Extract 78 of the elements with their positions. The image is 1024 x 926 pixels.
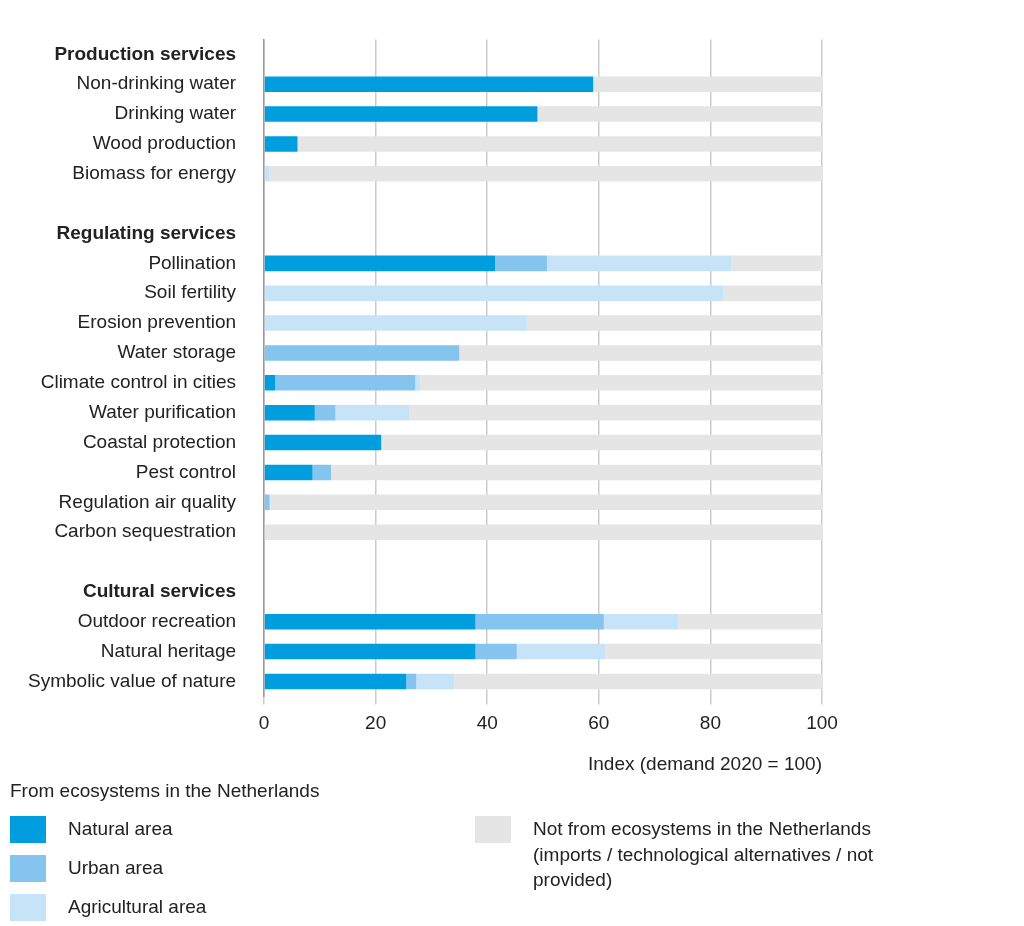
bar [264, 494, 270, 511]
bar [409, 404, 822, 421]
x-tick-label: 60 [588, 712, 610, 734]
y-tick-label: Biomass for energy [72, 162, 237, 184]
y-tick-label: Natural heritage [100, 639, 237, 661]
y-tick-label: Cultural services [82, 580, 237, 602]
bar [264, 255, 496, 272]
y-tick-label: Production services [54, 42, 237, 64]
bar [605, 643, 822, 660]
bar [269, 166, 822, 182]
y-tick-label: Regulation air quality [58, 490, 237, 512]
bar [312, 464, 332, 481]
bar [335, 404, 410, 421]
bar [731, 255, 822, 272]
bar [264, 166, 270, 182]
bar [603, 613, 679, 630]
y-tick-label: Soil fertility [144, 281, 237, 303]
y-tick-label: Climate control in cities [40, 371, 237, 393]
bar [526, 315, 822, 331]
bar [331, 464, 822, 481]
bar [406, 673, 417, 690]
x-tick-label: 0 [258, 712, 270, 734]
y-tick-label: Pollination [148, 251, 237, 273]
bar [415, 375, 421, 391]
bar [416, 673, 455, 690]
x-tick-label: 80 [699, 712, 721, 734]
y-tick-label: Coastal protection [82, 430, 237, 452]
bar [264, 76, 594, 92]
bar [264, 434, 382, 451]
bar [264, 404, 315, 421]
legend-label: Urban area [68, 856, 164, 880]
bar [264, 345, 460, 361]
bar [269, 494, 822, 511]
bar [264, 464, 313, 481]
bar [723, 285, 822, 302]
bar [264, 613, 476, 630]
bar [297, 136, 822, 152]
bar [264, 643, 476, 660]
bar [537, 106, 822, 122]
x-tick-label: 40 [476, 712, 498, 734]
legend-label: Agricultural area [68, 895, 207, 919]
bar [516, 643, 606, 660]
y-tick-label: Carbon sequestration [54, 520, 237, 542]
bar [264, 285, 724, 302]
bar [420, 375, 822, 391]
bar [381, 434, 822, 451]
bar [475, 643, 517, 660]
y-tick-label: Wood production [92, 132, 237, 154]
y-tick-label: Pest control [135, 460, 237, 482]
bar [454, 673, 822, 690]
y-tick-label: Water purification [88, 400, 237, 422]
y-tick-label: Symbolic value of nature [27, 669, 237, 691]
y-tick-label: Regulating services [56, 221, 237, 243]
bar [264, 315, 527, 331]
bar [475, 613, 604, 630]
bar [264, 136, 298, 152]
bar [546, 255, 732, 272]
bar [275, 375, 416, 391]
bar [264, 106, 538, 122]
x-tick-label: 100 [806, 712, 838, 734]
legend-label: Natural area [68, 817, 173, 841]
bar [495, 255, 547, 272]
y-tick-label: Water storage [117, 341, 237, 363]
bar [314, 404, 336, 421]
bar [459, 345, 822, 361]
x-tick-label: 20 [365, 712, 387, 734]
legend-title: From ecosystems in the Netherlands [10, 780, 321, 802]
bar [593, 76, 822, 92]
y-tick-label: Outdoor recreation [77, 609, 237, 631]
y-tick-label: Non-drinking water [76, 72, 237, 94]
bar [264, 375, 276, 391]
bar [264, 673, 407, 690]
bar [264, 524, 822, 540]
bar [678, 613, 822, 630]
legend-label: Not from ecosystems in the Netherlands (imports / technological alternatives / not provided) [533, 817, 875, 893]
y-tick-label: Drinking water [114, 102, 237, 124]
x-axis-title: Index (demand 2020 = 100) [588, 752, 822, 774]
y-tick-label: Erosion prevention [77, 311, 237, 333]
